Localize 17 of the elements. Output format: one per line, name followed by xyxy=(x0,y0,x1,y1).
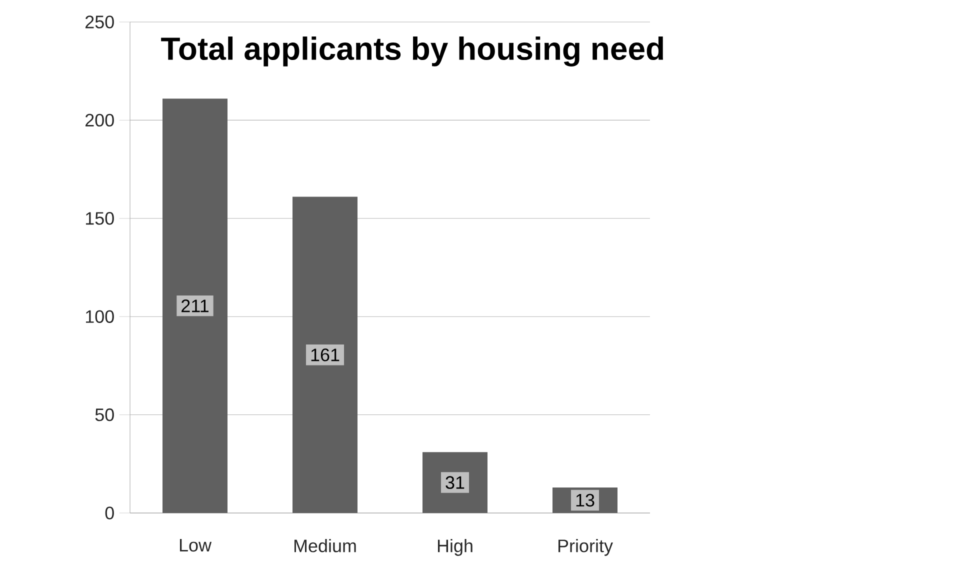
y-tick-label: 150 xyxy=(86,212,114,225)
data-label: 13 xyxy=(576,494,594,507)
y-tick-label: 0 xyxy=(105,506,114,520)
x-tick-label: Medium xyxy=(294,539,356,552)
y-tick-label: 50 xyxy=(95,408,114,422)
bar xyxy=(162,98,228,513)
data-label: 31 xyxy=(446,476,464,489)
chart-title: Total applicants by housing need xyxy=(161,36,663,66)
x-tick-label: High xyxy=(438,539,472,556)
data-label: 211 xyxy=(182,300,208,312)
x-tick-label: Low xyxy=(180,539,212,552)
bar xyxy=(292,196,358,513)
y-tick-label: 250 xyxy=(85,16,114,28)
y-tick-label: 200 xyxy=(85,114,114,127)
y-tick-label: 100 xyxy=(86,310,114,323)
x-tick-label: Priority xyxy=(558,539,613,556)
data-label: 161 xyxy=(311,348,340,362)
